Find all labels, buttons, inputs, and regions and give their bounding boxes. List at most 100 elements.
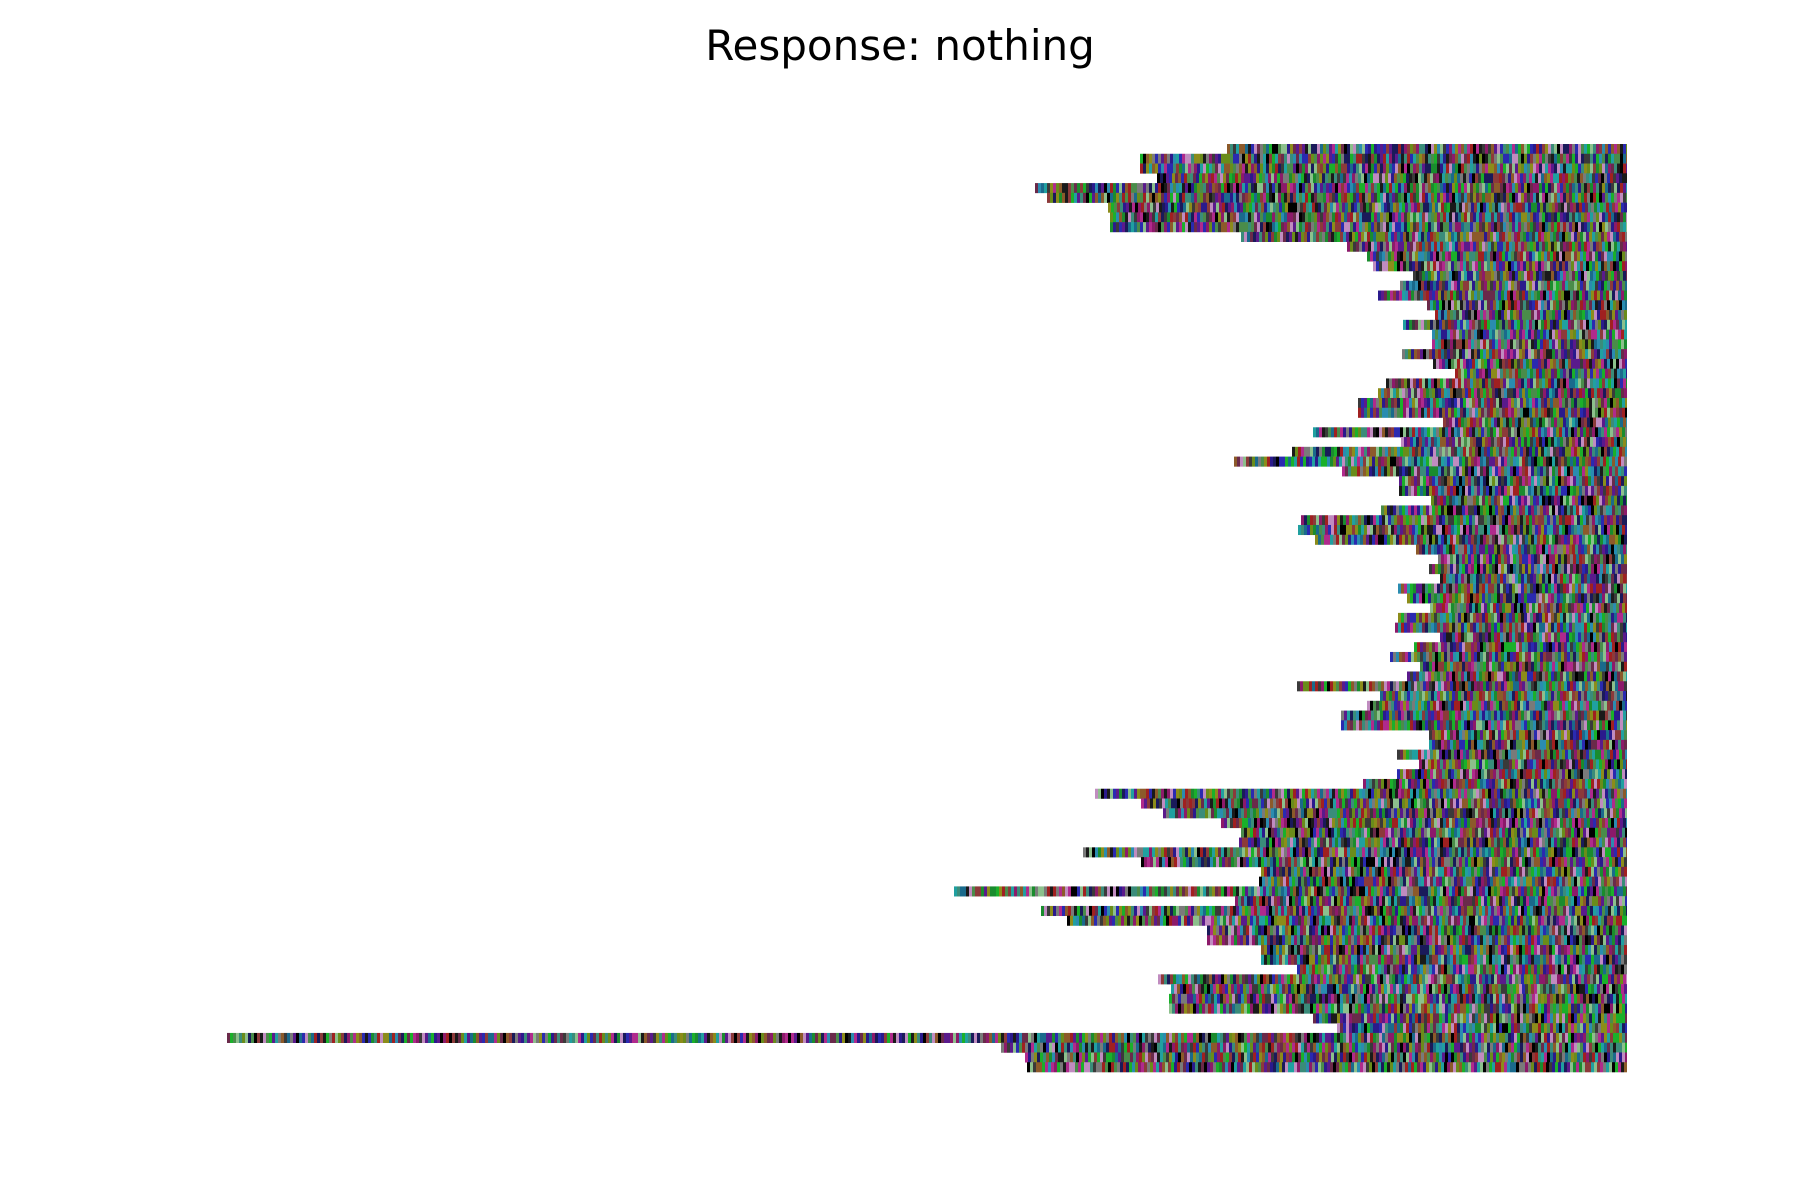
- heatmap-cell: [1564, 466, 1567, 477]
- heatmap-cell: [1480, 349, 1483, 360]
- heatmap-cell: [1382, 427, 1385, 438]
- heatmap-cell: [1535, 603, 1538, 614]
- heatmap-cell: [1541, 319, 1544, 330]
- heatmap-cell: [1521, 544, 1524, 555]
- heatmap-cell: [1503, 632, 1506, 643]
- heatmap-cell: [1581, 544, 1584, 555]
- heatmap-cell: [1533, 622, 1536, 633]
- heatmap-cell: [1626, 153, 1627, 164]
- heatmap-cell: [1421, 261, 1424, 272]
- heatmap-cell: [1567, 202, 1570, 213]
- heatmap-cell: [1563, 417, 1566, 428]
- heatmap-cell: [1490, 231, 1493, 242]
- heatmap-cell: [1593, 368, 1596, 379]
- heatmap-cell: [1404, 183, 1407, 194]
- heatmap-cell: [1496, 231, 1499, 242]
- heatmap-cell: [1492, 534, 1495, 545]
- heatmap-cell: [1310, 173, 1313, 184]
- heatmap-row: [1435, 310, 1627, 321]
- heatmap-cell: [1572, 622, 1575, 633]
- heatmap-cell: [1517, 231, 1520, 242]
- heatmap-cell: [1479, 378, 1482, 389]
- heatmap-cell: [1623, 378, 1626, 389]
- heatmap-cell: [1396, 388, 1399, 399]
- heatmap-cell: [1350, 192, 1353, 203]
- heatmap-cell: [1318, 456, 1321, 467]
- heatmap-cell: [1466, 319, 1469, 330]
- heatmap-cell: [1624, 388, 1627, 399]
- heatmap-cell: [1434, 437, 1437, 448]
- heatmap-cell: [1545, 437, 1548, 448]
- heatmap-cell: [1459, 485, 1462, 496]
- heatmap-cell: [1534, 329, 1537, 340]
- heatmap-cell: [1497, 163, 1500, 174]
- heatmap-row: [1432, 339, 1627, 350]
- heatmap-cell: [1479, 241, 1482, 252]
- heatmap-cell: [1623, 192, 1626, 203]
- heatmap-cell: [1464, 183, 1467, 194]
- heatmap-cell: [1528, 339, 1531, 350]
- heatmap-cell: [1590, 593, 1593, 604]
- heatmap-cell: [1430, 261, 1433, 272]
- heatmap-cell: [1408, 505, 1411, 516]
- heatmap-cell: [1520, 407, 1523, 418]
- heatmap-cell: [1606, 290, 1609, 301]
- heatmap-cell: [1302, 212, 1305, 223]
- heatmap-cell: [1473, 368, 1476, 379]
- heatmap-cell: [1507, 466, 1510, 477]
- heatmap-cell: [1038, 183, 1041, 194]
- heatmap-cell: [1461, 495, 1464, 506]
- heatmap-cell: [1545, 212, 1548, 223]
- heatmap-cell: [1438, 534, 1441, 545]
- heatmap-cell: [1534, 466, 1537, 477]
- heatmap-cell: [1562, 261, 1565, 272]
- heatmap-cell: [1561, 456, 1564, 467]
- heatmap-cell: [1455, 212, 1458, 223]
- heatmap-cell: [1331, 446, 1334, 457]
- heatmap-cell: [1185, 222, 1188, 233]
- heatmap-cell: [1405, 466, 1408, 477]
- heatmap-cell: [1603, 534, 1606, 545]
- heatmap-cell: [1543, 534, 1546, 545]
- heatmap-cell: [1572, 573, 1575, 584]
- heatmap-cell: [1483, 310, 1486, 321]
- heatmap-cell: [1581, 573, 1584, 584]
- heatmap-cell: [1260, 212, 1263, 223]
- heatmap-cell: [1462, 564, 1465, 575]
- heatmap-cell: [1420, 505, 1423, 516]
- heatmap-cell: [1484, 358, 1487, 369]
- heatmap-cell: [1494, 192, 1497, 203]
- heatmap-cell: [1506, 593, 1509, 604]
- heatmap-cell: [1478, 231, 1481, 242]
- heatmap-cell: [1525, 485, 1528, 496]
- heatmap-cell: [1304, 173, 1307, 184]
- heatmap-cell: [1460, 319, 1463, 330]
- heatmap-cell: [1248, 222, 1251, 233]
- heatmap-cell: [1314, 183, 1317, 194]
- heatmap-cell: [1455, 417, 1458, 428]
- heatmap-cell: [1432, 642, 1435, 653]
- heatmap-cell: [1595, 173, 1598, 184]
- heatmap-cell: [1452, 417, 1455, 428]
- heatmap-cell: [1592, 261, 1595, 272]
- heatmap-cell: [1428, 593, 1431, 604]
- heatmap-cell: [1360, 456, 1363, 467]
- heatmap-cell: [1441, 290, 1444, 301]
- heatmap-cell: [1203, 153, 1206, 164]
- heatmap-cell: [1359, 163, 1362, 174]
- heatmap-cell: [1600, 564, 1603, 575]
- heatmap-cell: [1282, 202, 1285, 213]
- heatmap-cell: [1460, 261, 1463, 272]
- heatmap-cell: [1497, 495, 1500, 506]
- heatmap-cell: [1457, 515, 1460, 526]
- heatmap-cell: [1382, 261, 1385, 272]
- heatmap-cell: [1497, 622, 1500, 633]
- heatmap-cell: [1505, 603, 1508, 614]
- heatmap-cell: [1381, 505, 1384, 516]
- heatmap-cell: [1500, 270, 1503, 282]
- heatmap-cell: [1329, 183, 1332, 194]
- heatmap-cell: [1580, 603, 1583, 614]
- heatmap-cell: [1221, 212, 1224, 223]
- heatmap-cell: [1608, 495, 1611, 506]
- heatmap-cell: [1498, 476, 1501, 487]
